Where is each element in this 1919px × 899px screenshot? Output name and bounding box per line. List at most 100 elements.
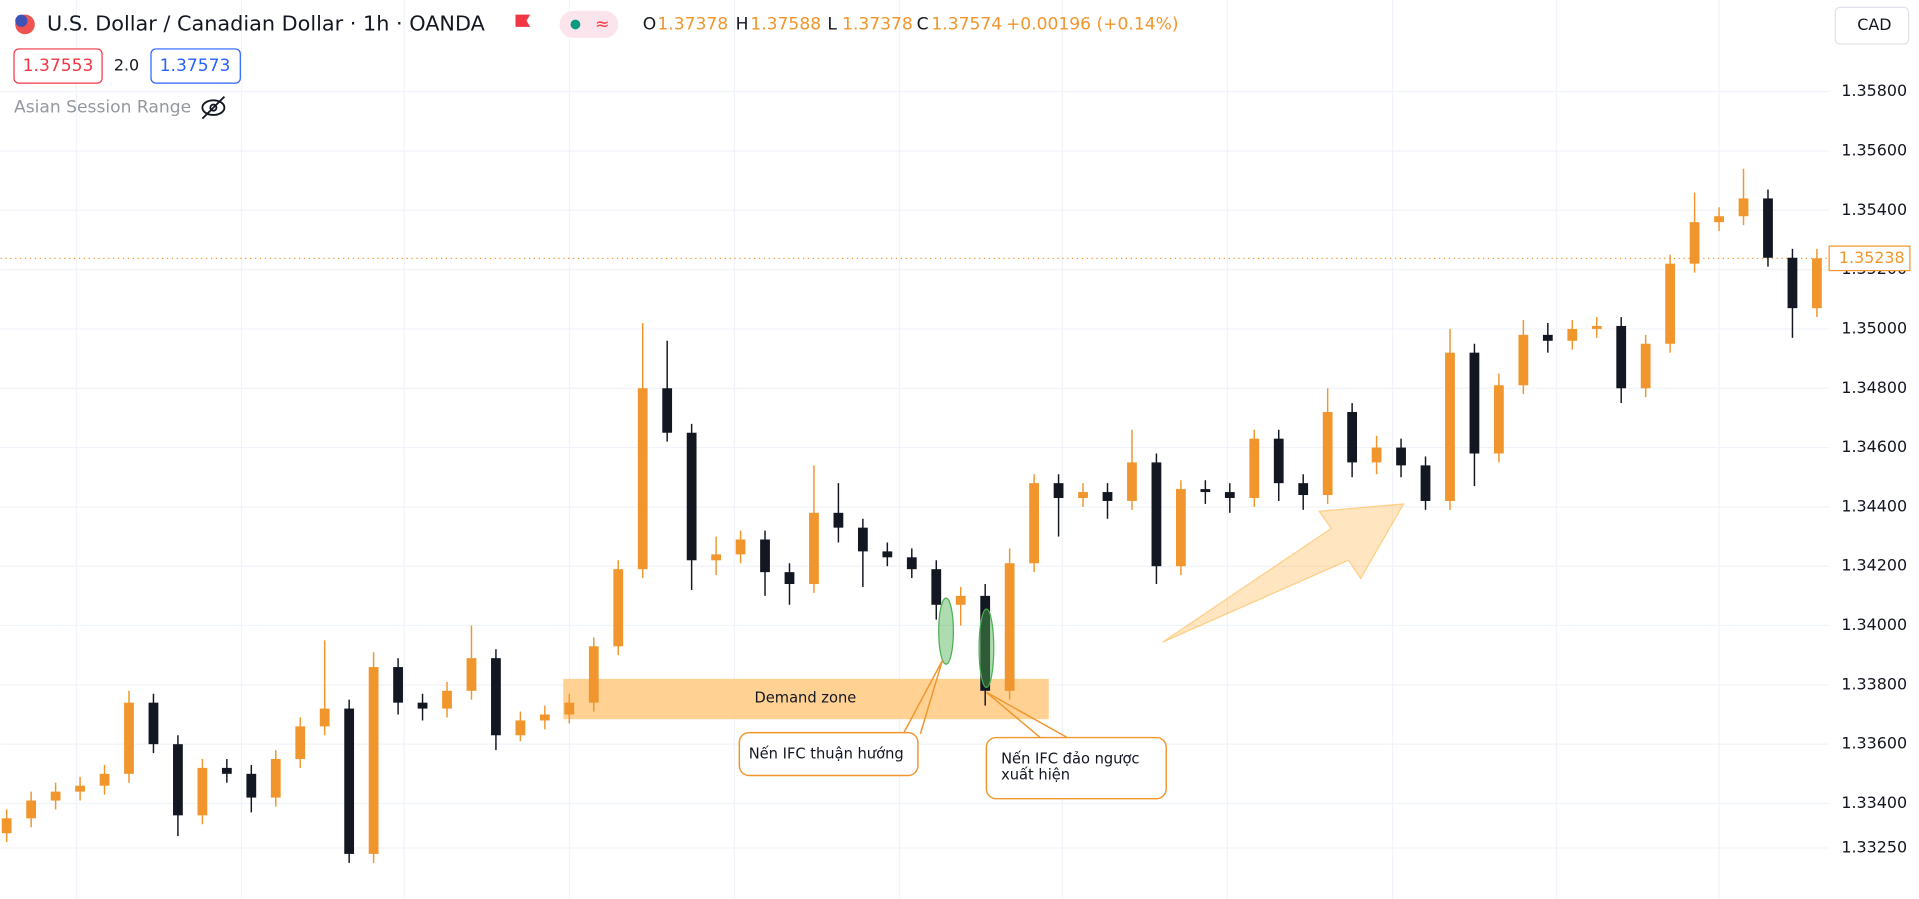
candle-body xyxy=(295,726,306,760)
candle-body xyxy=(1004,563,1015,691)
candle-body xyxy=(1591,325,1602,329)
callout-pointers xyxy=(902,660,1068,739)
candle-body xyxy=(1567,328,1578,341)
candle-body xyxy=(857,527,868,552)
candle-body xyxy=(99,773,110,786)
ohlc-label: H xyxy=(736,14,749,34)
callout-box xyxy=(738,731,919,777)
market-open-dot xyxy=(570,19,581,30)
candle-body xyxy=(1200,489,1211,493)
candle-body xyxy=(1249,438,1260,498)
candle-body xyxy=(270,759,281,798)
y-tick-label: 1.35000 xyxy=(1841,318,1907,337)
ifc-highlight xyxy=(938,597,954,665)
ohlc-value: 1.37588 xyxy=(750,14,821,34)
ohlc-label: L xyxy=(827,14,837,34)
y-tick-label: 1.34800 xyxy=(1841,378,1907,397)
currency-button[interactable] xyxy=(1834,6,1910,45)
candle-body xyxy=(564,702,575,715)
y-tick-label: 1.35400 xyxy=(1841,200,1907,219)
candle-body xyxy=(173,744,183,816)
candle-body xyxy=(711,554,721,561)
candle-body xyxy=(1469,352,1480,454)
candle-body xyxy=(319,708,330,727)
callout-box xyxy=(985,736,1167,800)
candle-body xyxy=(1053,483,1064,498)
y-axis: 1.33250 1.33400 1.33600 1.33800 1.34000 1.342… xyxy=(1828,81,1911,856)
candle-body xyxy=(1102,492,1113,501)
price-label: 1.35238 xyxy=(1839,248,1905,267)
candle-body xyxy=(1078,492,1088,498)
flag-icon xyxy=(15,14,28,27)
candle-body xyxy=(784,572,795,585)
candle-body xyxy=(1151,462,1162,567)
candle-body xyxy=(588,646,599,703)
y-tick-label: 1.33800 xyxy=(1841,674,1907,693)
candle-body xyxy=(1812,258,1822,309)
candle-body xyxy=(1224,492,1235,498)
callout-text: xuất hiện xyxy=(1001,766,1070,783)
candles xyxy=(1,168,1822,863)
y-tick-label: 1.33400 xyxy=(1841,793,1907,812)
candle-body xyxy=(882,551,893,558)
candle-body xyxy=(1396,447,1406,466)
y-tick-label: 1.34600 xyxy=(1841,437,1907,456)
candle-body xyxy=(1371,447,1382,463)
bid-price[interactable]: 1.37553 xyxy=(23,56,94,76)
ifc-highlight xyxy=(978,608,995,689)
status-icon: ≈ xyxy=(595,14,609,34)
candle-body xyxy=(1640,343,1651,389)
y-tick-label: 1.35600 xyxy=(1841,140,1907,159)
flag-marker[interactable] xyxy=(515,14,531,27)
ohlc-label: O xyxy=(643,14,656,34)
status-pill[interactable] xyxy=(559,11,619,38)
demand-zone-label: Demand zone xyxy=(754,689,856,706)
candle-body xyxy=(906,557,917,570)
change: +0.00196 (+0.14%) xyxy=(1006,14,1179,34)
candle-body xyxy=(760,539,770,573)
sell-button[interactable] xyxy=(13,48,103,84)
candle-body xyxy=(1494,385,1504,454)
candle-body xyxy=(613,569,624,647)
candle-body xyxy=(809,512,819,585)
candle-body xyxy=(980,595,991,691)
candle-body xyxy=(931,569,942,605)
candle-body xyxy=(662,388,673,433)
candle-body xyxy=(539,714,550,721)
vertical-grid xyxy=(75,0,1720,899)
candle-body xyxy=(1518,334,1529,386)
callout-text: Nến IFC thuận hướng xyxy=(749,746,904,763)
indicator-name[interactable]: Asian Session Range xyxy=(14,98,191,118)
candle-body xyxy=(148,702,159,745)
candle-body xyxy=(1445,352,1455,501)
candle-body xyxy=(735,539,746,555)
candle-body xyxy=(1738,198,1749,217)
y-tick-label: 1.33250 xyxy=(1841,837,1907,856)
buy-button[interactable] xyxy=(150,48,241,84)
candle-body xyxy=(1322,411,1333,496)
y-tick-label: 1.34000 xyxy=(1841,615,1907,634)
trend-arrow xyxy=(1162,503,1405,643)
y-tick-label: 1.35800 xyxy=(1841,81,1907,100)
ohlc: O 1.37378 H 1.37588 L 1.37378 C 1.37574 xyxy=(643,14,1002,34)
candle-body xyxy=(515,720,526,736)
candle-body xyxy=(221,767,232,774)
candle-body xyxy=(466,658,477,691)
price-axis xyxy=(1829,48,1919,899)
candle-body xyxy=(491,658,501,736)
y-tick-label: 1.34200 xyxy=(1841,556,1907,575)
candle-body xyxy=(686,432,697,561)
hide-icon[interactable] xyxy=(201,95,226,120)
candle-body xyxy=(1298,483,1309,496)
candle-body xyxy=(1665,263,1676,344)
candle-body xyxy=(50,791,61,801)
y-tick-label: 1.33600 xyxy=(1841,734,1907,753)
candle-body xyxy=(1273,438,1284,484)
candle-body xyxy=(1616,325,1627,389)
candle-body xyxy=(1029,483,1040,564)
symbol-title[interactable]: U.S. Dollar / Canadian Dollar · 1h · OAN… xyxy=(47,11,486,35)
currency[interactable]: CAD xyxy=(1857,15,1891,34)
ask-price[interactable]: 1.37573 xyxy=(160,56,231,76)
